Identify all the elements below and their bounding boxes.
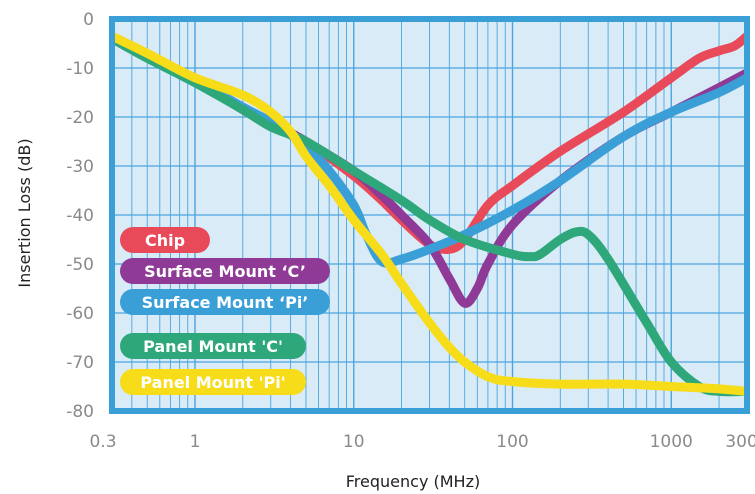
- x-tick-label: 0.3: [89, 432, 116, 452]
- plot-frame: [109, 16, 750, 414]
- legend-label: Surface Mount ‘C’: [144, 262, 306, 281]
- y-tick-label: -40: [66, 206, 94, 226]
- y-tick-label: -50: [66, 255, 94, 275]
- series-line-panel-mount-pi: [112, 31, 747, 396]
- legend-item-panel-mount-pi: Panel Mount 'Pi': [120, 369, 306, 395]
- series-line-panel-mount-c: [112, 34, 747, 397]
- y-tick-label: -80: [66, 402, 94, 422]
- legend-label: Panel Mount 'Pi': [140, 373, 285, 392]
- legend-label: Surface Mount ‘Pi’: [142, 293, 309, 312]
- y-tick-label: -10: [66, 59, 94, 79]
- legend-item-surface-mount-pi: Surface Mount ‘Pi’: [120, 289, 330, 315]
- legend-swatch: [120, 258, 330, 284]
- y-tick-label: -20: [66, 108, 94, 128]
- legend-swatch: [120, 369, 306, 395]
- x-tick-label: 100: [496, 432, 528, 452]
- y-axis-title: Insertion Loss (dB): [15, 138, 34, 287]
- x-tick-label: 1: [190, 432, 201, 452]
- series-lines: [112, 31, 747, 397]
- y-tick-label: -30: [66, 157, 94, 177]
- x-tick-label: 3000: [725, 432, 755, 452]
- legend-swatch: [120, 227, 210, 253]
- tick-labels: 0 -10 -20 -30 -40 -50 -60 -70 -80 0.3 1 10 100 1000 30…: [66, 10, 755, 452]
- x-tick-label: 10: [343, 432, 365, 452]
- x-tick-label: 1000: [650, 432, 693, 452]
- x-axis-title: Frequency (MHz): [346, 472, 480, 491]
- legend-label: Chip: [145, 231, 185, 250]
- legend-item-chip: Chip: [120, 227, 210, 253]
- y-tick-label: -60: [66, 304, 94, 324]
- legend-swatch: [120, 289, 330, 315]
- legend-item-panel-mount-c: Panel Mount 'C': [120, 333, 306, 359]
- legend-item-surface-mount-c: Surface Mount ‘C’: [120, 258, 330, 284]
- legend-swatch: [120, 333, 306, 359]
- y-tick-label: -70: [66, 353, 94, 373]
- legend-label: Panel Mount 'C': [143, 337, 283, 356]
- plot-border: [109, 16, 750, 414]
- y-tick-label: 0: [83, 10, 94, 30]
- legend: Chip Surface Mount ‘C’ Surface Mount ‘Pi’ P…: [120, 227, 330, 395]
